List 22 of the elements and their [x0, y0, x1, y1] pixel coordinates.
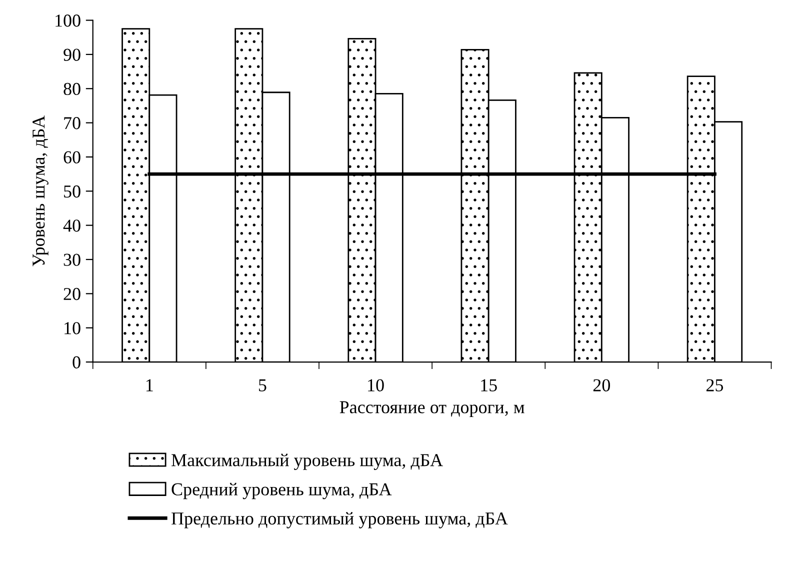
y-tick-label: 100 [56, 14, 80, 27]
y-tick-label: 30 [64, 254, 80, 266]
y-tick-label: 80 [64, 82, 80, 96]
x-tick-label: 20 [593, 379, 610, 392]
x-axis-title: Расстояние от дороги, м [340, 401, 524, 417]
x-tick-label: 5 [259, 379, 266, 392]
y-tick-label: 10 [64, 322, 80, 334]
y-tick-label: 90 [64, 48, 80, 61]
legend-label: Максимальный уровень шума, дБА [172, 454, 443, 470]
y-tick-label: 70 [64, 117, 80, 130]
y-tick-label: 20 [64, 288, 80, 300]
y-axis-title: Уровень шума, дБА [32, 116, 48, 266]
legend-label: Предельно допустимый уровень шума, дБА [172, 512, 508, 528]
y-tick-label: 40 [63, 220, 80, 232]
x-tick-label: 10 [368, 379, 384, 392]
y-tick-label: 50 [64, 185, 80, 198]
legend-label: Средний уровень шума, дБА [172, 482, 392, 500]
y-tick-label: 60 [64, 151, 80, 164]
y-tick-label: 0 [72, 356, 80, 368]
x-tick-label: 15 [481, 379, 497, 392]
x-tick-label: 25 [706, 379, 724, 392]
x-tick-label: 1 [146, 379, 153, 392]
